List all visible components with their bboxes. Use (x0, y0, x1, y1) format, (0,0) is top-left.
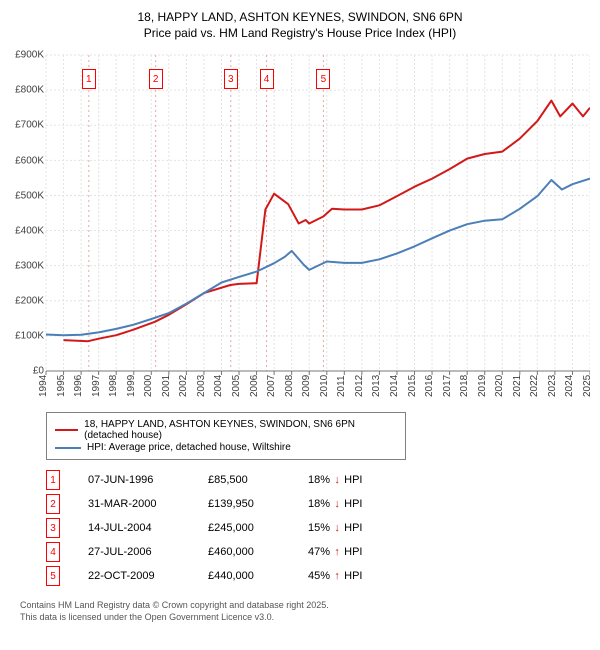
x-tick-label: 2009 (301, 375, 312, 397)
x-tick-label: 2001 (161, 375, 172, 397)
row-price: £139,950 (208, 498, 308, 510)
x-tick-label: 2022 (529, 375, 540, 397)
x-tick-label: 2017 (442, 375, 453, 397)
chart-marker: 3 (224, 69, 238, 89)
row-pct: 47% ↑ HPI (308, 546, 408, 558)
row-price: £85,500 (208, 474, 308, 486)
transaction-row: 2 31-MAR-2000£139,95018% ↓ HPI (46, 494, 590, 514)
transactions-table: 1 07-JUN-1996£85,50018% ↓ HPI 2 31-MAR-2000… (46, 470, 590, 586)
row-pct: 18% ↓ HPI (308, 474, 408, 486)
y-tick-label: £200K (10, 295, 44, 306)
legend: 18, HAPPY LAND, ASHTON KEYNES, SWINDON, … (46, 412, 406, 460)
y-tick-label: £100K (10, 331, 44, 342)
row-price: £245,000 (208, 522, 308, 534)
x-tick-label: 2003 (196, 375, 207, 397)
y-tick-label: £400K (10, 225, 44, 236)
row-pct: 18% ↓ HPI (308, 498, 408, 510)
row-marker: 3 (46, 518, 60, 538)
x-tick-label: 2002 (178, 375, 189, 397)
line-chart (10, 49, 590, 404)
chart-marker: 2 (149, 69, 163, 89)
x-tick-label: 2006 (249, 375, 260, 397)
row-date: 22-OCT-2009 (88, 570, 208, 582)
chart-title: 18, HAPPY LAND, ASHTON KEYNES, SWINDON, … (10, 10, 590, 41)
transaction-row: 1 07-JUN-1996£85,50018% ↓ HPI (46, 470, 590, 490)
row-price: £460,000 (208, 546, 308, 558)
arrow-up-icon: ↑ (333, 546, 341, 558)
chart-marker: 1 (82, 69, 96, 89)
x-tick-label: 2020 (494, 375, 505, 397)
x-tick-label: 2016 (424, 375, 435, 397)
y-tick-label: £900K (10, 50, 44, 61)
footer-line2: This data is licensed under the Open Gov… (20, 612, 590, 624)
x-tick-label: 1996 (73, 375, 84, 397)
y-tick-label: £700K (10, 120, 44, 131)
row-marker: 2 (46, 494, 60, 514)
legend-item: HPI: Average price, detached house, Wilt… (55, 442, 397, 453)
y-tick-label: £300K (10, 260, 44, 271)
row-date: 14-JUL-2004 (88, 522, 208, 534)
x-tick-label: 2005 (231, 375, 242, 397)
legend-label: HPI: Average price, detached house, Wilt… (87, 442, 291, 453)
x-tick-label: 2010 (319, 375, 330, 397)
row-date: 31-MAR-2000 (88, 498, 208, 510)
legend-swatch (55, 447, 81, 449)
x-tick-label: 2014 (389, 375, 400, 397)
x-tick-label: 2025 (582, 375, 593, 397)
row-marker: 5 (46, 566, 60, 586)
x-tick-label: 1995 (56, 375, 67, 397)
x-tick-label: 2021 (512, 375, 523, 397)
arrow-up-icon: ↑ (333, 570, 341, 582)
title-line1: 18, HAPPY LAND, ASHTON KEYNES, SWINDON, … (10, 10, 590, 26)
chart-area: £0£100K£200K£300K£400K£500K£600K£700K£80… (10, 49, 590, 404)
arrow-down-icon: ↓ (333, 474, 341, 486)
row-pct: 45% ↑ HPI (308, 570, 408, 582)
x-tick-label: 2015 (407, 375, 418, 397)
x-tick-label: 2012 (354, 375, 365, 397)
x-tick-label: 1994 (38, 375, 49, 397)
x-tick-label: 2023 (547, 375, 558, 397)
chart-marker: 5 (316, 69, 330, 89)
x-tick-label: 2013 (371, 375, 382, 397)
x-tick-label: 2008 (284, 375, 295, 397)
x-tick-label: 2019 (477, 375, 488, 397)
y-tick-label: £800K (10, 85, 44, 96)
transaction-row: 3 14-JUL-2004£245,00015% ↓ HPI (46, 518, 590, 538)
transaction-row: 5 22-OCT-2009£440,00045% ↑ HPI (46, 566, 590, 586)
x-tick-label: 2007 (266, 375, 277, 397)
x-tick-label: 1999 (126, 375, 137, 397)
legend-item: 18, HAPPY LAND, ASHTON KEYNES, SWINDON, … (55, 419, 397, 441)
arrow-down-icon: ↓ (333, 522, 341, 534)
row-marker: 1 (46, 470, 60, 490)
row-price: £440,000 (208, 570, 308, 582)
row-date: 07-JUN-1996 (88, 474, 208, 486)
footer-line1: Contains HM Land Registry data © Crown c… (20, 600, 590, 612)
row-marker: 4 (46, 542, 60, 562)
x-tick-label: 1998 (108, 375, 119, 397)
x-tick-label: 2000 (143, 375, 154, 397)
legend-label: 18, HAPPY LAND, ASHTON KEYNES, SWINDON, … (84, 419, 397, 441)
x-tick-label: 2011 (336, 376, 347, 398)
row-date: 27-JUL-2006 (88, 546, 208, 558)
x-tick-label: 2018 (459, 375, 470, 397)
chart-marker: 4 (260, 69, 274, 89)
arrow-down-icon: ↓ (333, 498, 341, 510)
transaction-row: 4 27-JUL-2006£460,00047% ↑ HPI (46, 542, 590, 562)
x-tick-label: 2004 (213, 375, 224, 397)
license-footer: Contains HM Land Registry data © Crown c… (20, 600, 590, 623)
title-line2: Price paid vs. HM Land Registry's House … (10, 26, 590, 42)
x-tick-label: 1997 (91, 375, 102, 397)
x-tick-label: 2024 (564, 375, 575, 397)
y-tick-label: £500K (10, 190, 44, 201)
y-tick-label: £600K (10, 155, 44, 166)
legend-swatch (55, 429, 78, 431)
row-pct: 15% ↓ HPI (308, 522, 408, 534)
